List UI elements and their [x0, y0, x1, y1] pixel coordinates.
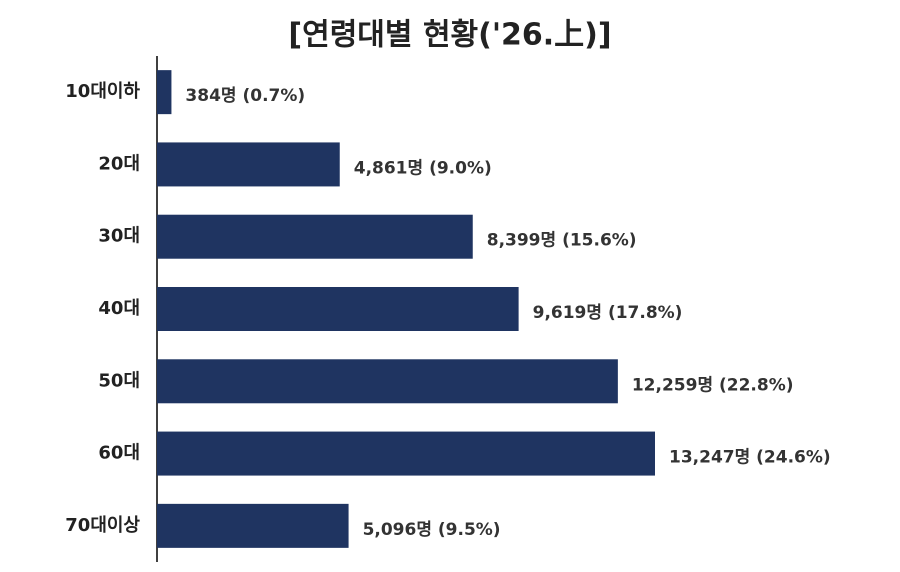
value-label: 13,247명 (24.6%): [669, 448, 831, 468]
bar: [157, 431, 655, 476]
bar: [157, 503, 349, 548]
y-tick-label: 40대: [98, 298, 140, 319]
value-label: 384명 (0.7%): [185, 86, 305, 106]
value-label: 5,096명 (9.5%): [363, 520, 501, 540]
chart-title: [연령대별 현황('26.上)]: [288, 18, 611, 53]
value-label: 12,259명 (22.8%): [632, 375, 794, 395]
y-tick-label: 60대: [98, 443, 140, 464]
y-tick-label: 30대: [98, 226, 140, 247]
bar: [157, 287, 519, 331]
value-label: 9,619명 (17.8%): [533, 303, 683, 323]
y-tick-label: 50대: [98, 370, 140, 391]
value-label: 8,399명 (15.6%): [487, 231, 637, 251]
value-label: 4,861명 (9.0%): [354, 158, 492, 178]
bar: [157, 214, 473, 259]
bar: [157, 359, 618, 404]
bar: [157, 142, 340, 187]
y-tick-label: 70대이상: [65, 515, 140, 536]
y-tick-label: 10대이하: [65, 81, 140, 102]
bar: [157, 70, 172, 115]
y-tick-label: 20대: [98, 153, 140, 174]
